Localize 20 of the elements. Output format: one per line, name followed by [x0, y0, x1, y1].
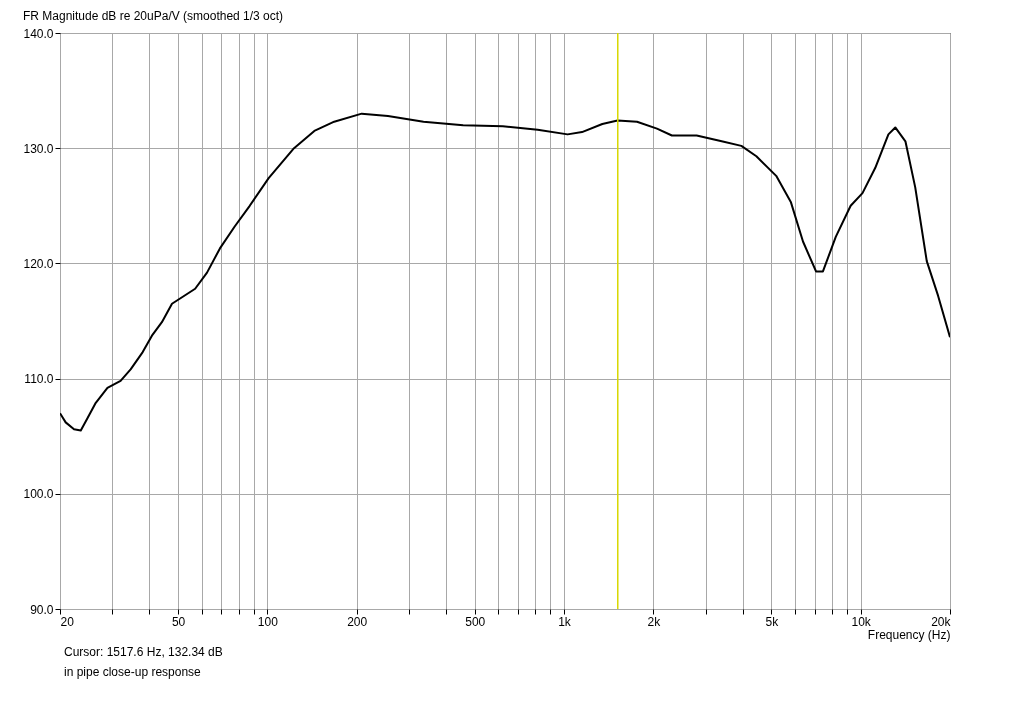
x-tick-label: 100	[257, 614, 279, 629]
x-tick-label: 5k	[765, 614, 780, 629]
x-tick-label: 200	[347, 614, 368, 629]
x-tick-label: 50	[171, 614, 186, 629]
y-tick-label: 110.0	[24, 372, 54, 387]
x-tick-label: 2k	[647, 614, 662, 629]
x-axis-title: Frequency (Hz)	[867, 627, 951, 642]
x-tick-label: 10k	[851, 614, 872, 629]
y-tick-label: 120.0	[23, 256, 54, 271]
y-tick-label: 90.0	[30, 602, 54, 617]
x-tick-label: 20	[60, 614, 75, 629]
x-tick-label: 1k	[558, 614, 572, 629]
chart-title: FR Magnitude dB re 20uPa/V (smoothed 1/3 oct)	[22, 9, 284, 23]
x-tick-label: 20k	[931, 614, 952, 629]
y-tick-label: 100.0	[23, 487, 54, 502]
x-tick-label: 500	[465, 614, 486, 629]
text: Cursor: 1517.6 Hz, 132.34 dB	[64, 644, 223, 661]
y-tick-label: 140.0	[23, 26, 54, 41]
y-tick-label: 130.0	[23, 141, 54, 156]
text: in pipe close-up response	[64, 664, 202, 681]
